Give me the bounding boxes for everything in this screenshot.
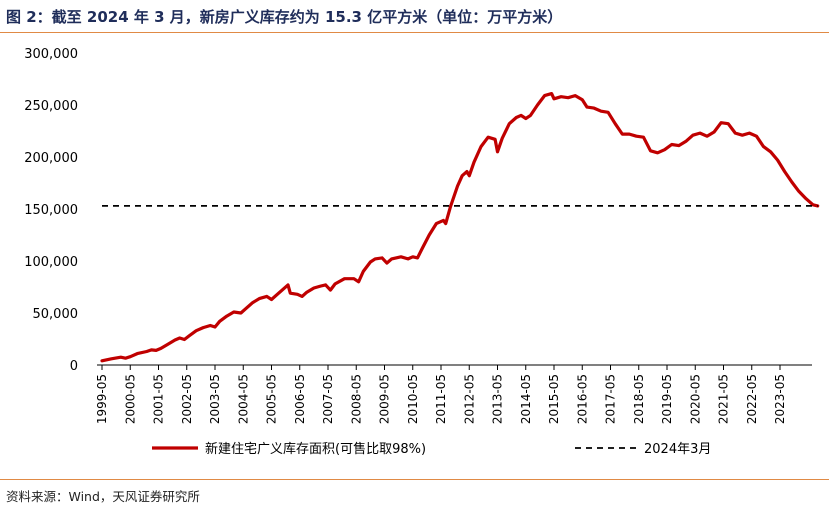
- y-tick-label: 0: [70, 359, 78, 374]
- x-tick-label: 2003-05: [208, 374, 222, 424]
- x-tick-label: 2016-05: [575, 374, 589, 424]
- y-tick-label: 150,000: [24, 203, 78, 218]
- x-tick-label: 2009-05: [378, 374, 392, 424]
- title-divider: [0, 32, 829, 33]
- x-tick-label: 2014-05: [519, 374, 533, 424]
- series-layer: [100, 92, 820, 363]
- x-tick-label: 2015-05: [547, 374, 561, 424]
- line-chart: 0 50,000 100,000 150,000 200,000 250,000 300,0…: [24, 47, 820, 457]
- inventory-series-line: [100, 92, 820, 363]
- x-tick-label: 2020-05: [688, 374, 702, 424]
- x-tick-label: 2021-05: [717, 374, 731, 424]
- x-tick-label: 2005-05: [265, 374, 279, 424]
- x-tick-label: 1999-05: [95, 374, 109, 424]
- x-tick-label: 2013-05: [491, 374, 505, 424]
- x-tick-label: 2017-05: [604, 374, 618, 424]
- source-note: 资料来源：Wind，天风证券研究所: [6, 489, 200, 504]
- footer-divider: [0, 479, 829, 480]
- y-tick-label: 250,000: [24, 99, 78, 114]
- legend: 新建住宅广义库存面积(可售比取98%) 2024年3月: [152, 441, 711, 457]
- x-tick-label: 2004-05: [236, 374, 250, 424]
- x-tick-label: 2006-05: [293, 374, 307, 424]
- figure-title: 图 2：截至 2024 年 3 月，新房广义库存约为 15.3 亿平方米（单位：…: [6, 8, 563, 26]
- y-tick-label: 300,000: [24, 47, 78, 62]
- x-tick-label: 2007-05: [321, 374, 335, 424]
- y-tick-label: 100,000: [24, 255, 78, 270]
- y-tick-label: 200,000: [24, 151, 78, 166]
- y-tick-label: 50,000: [33, 307, 79, 322]
- legend-label-inventory: 新建住宅广义库存面积(可售比取98%): [205, 441, 426, 457]
- y-axis: 0 50,000 100,000 150,000 200,000 250,000 300,0…: [24, 47, 78, 374]
- x-tick-label: 2001-05: [152, 374, 166, 424]
- x-tick-label: 2023-05: [773, 374, 787, 424]
- x-tick-label: 2008-05: [349, 374, 363, 424]
- x-tick-label: 2000-05: [123, 374, 137, 424]
- x-tick-label: 2022-05: [745, 374, 759, 424]
- x-tick-label: 2012-05: [462, 374, 476, 424]
- x-tick-label: 2010-05: [406, 374, 420, 424]
- x-tick-label: 2002-05: [180, 374, 194, 424]
- x-axis: 1999-05 2000-05 2001-05 2002-05 2003-05 2004-…: [95, 364, 812, 424]
- x-tick-label: 2011-05: [434, 374, 448, 424]
- legend-label-reference: 2024年3月: [644, 442, 711, 457]
- x-tick-label: 2019-05: [660, 374, 674, 424]
- x-tick-label: 2018-05: [632, 374, 646, 424]
